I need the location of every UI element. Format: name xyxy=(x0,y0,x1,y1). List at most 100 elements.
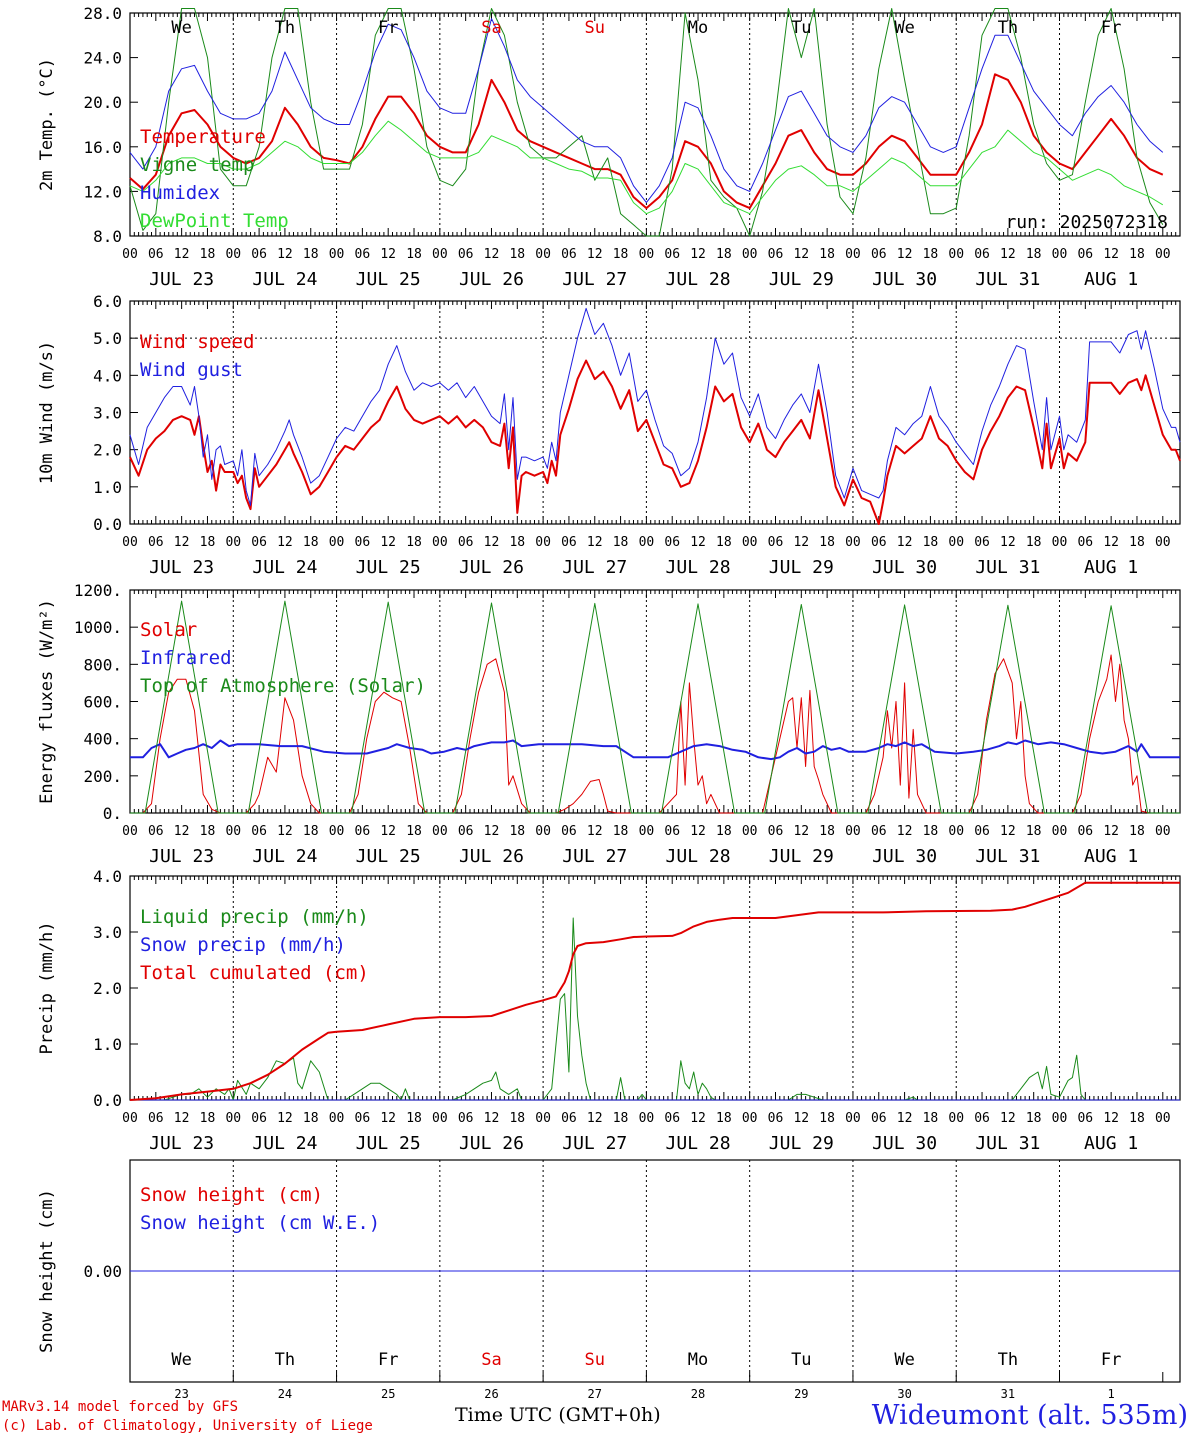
y-tick-label: 0.0 xyxy=(93,515,122,534)
date-label: JUL 26 xyxy=(459,269,524,290)
y-tick-label: 400. xyxy=(83,730,122,749)
day-number-label: 29 xyxy=(794,1387,808,1401)
y-tick-label: 1200. xyxy=(74,581,122,600)
series-line-infrared xyxy=(130,739,1180,761)
weekday-label: We xyxy=(894,18,914,38)
hour-tick-label: 00 xyxy=(1155,824,1171,839)
hour-tick-label: 00 xyxy=(535,824,551,839)
weekday-label: Th xyxy=(998,18,1018,38)
hour-tick-label: 06 xyxy=(458,1111,474,1126)
hour-tick-label: 06 xyxy=(871,535,887,550)
hour-tick-label: 12 xyxy=(1000,1111,1016,1126)
date-label: AUG 1 xyxy=(1084,269,1138,290)
hour-tick-label: 12 xyxy=(690,247,706,262)
hour-tick-label: 12 xyxy=(277,247,293,262)
legend-entry: Snow height (cm) xyxy=(140,1184,323,1206)
date-label: JUL 27 xyxy=(562,269,627,290)
hour-tick-label: 06 xyxy=(1077,824,1093,839)
y-tick-label: 0.0 xyxy=(93,1091,122,1110)
hour-tick-label: 00 xyxy=(639,535,655,550)
hour-tick-label: 00 xyxy=(1155,535,1171,550)
hour-tick-label: 00 xyxy=(742,824,758,839)
legend-entry: Snow height (cm W.E.) xyxy=(140,1212,380,1234)
weekday-label: Th xyxy=(275,18,295,38)
hour-tick-label: 18 xyxy=(406,1111,422,1126)
hour-tick-label: 00 xyxy=(948,535,964,550)
weekday-label: We xyxy=(171,18,191,38)
date-label: JUL 24 xyxy=(252,1133,317,1154)
hour-tick-label: 18 xyxy=(509,535,525,550)
weekday-label: Fr xyxy=(1101,1350,1121,1370)
hour-tick-label: 12 xyxy=(587,535,603,550)
hour-tick-label: 18 xyxy=(716,1111,732,1126)
hour-tick-label: 12 xyxy=(484,247,500,262)
hour-tick-label: 12 xyxy=(1103,824,1119,839)
time-axis-label: Time UTC (GMT+0h) xyxy=(455,1404,661,1426)
date-label: JUL 24 xyxy=(252,846,317,867)
hour-tick-label: 12 xyxy=(380,1111,396,1126)
hour-tick-label: 00 xyxy=(1052,535,1068,550)
legend-entry: Vigne temp xyxy=(140,154,254,176)
hour-tick-label: 06 xyxy=(251,247,267,262)
weekday-label: Tu xyxy=(791,18,811,38)
y-tick-label: 20.0 xyxy=(83,93,122,112)
y-tick-label: 4.0 xyxy=(93,366,122,385)
day-number-label: 31 xyxy=(1001,1387,1015,1401)
hour-tick-label: 12 xyxy=(1000,535,1016,550)
legend-entry: Liquid precip (mm/h) xyxy=(140,906,369,928)
hour-tick-label: 18 xyxy=(406,824,422,839)
legend-entry: Humidex xyxy=(140,182,220,204)
hour-tick-label: 00 xyxy=(432,824,448,839)
legend-entry: Infrared xyxy=(140,647,232,669)
hour-tick-label: 12 xyxy=(380,247,396,262)
weekday-label: Su xyxy=(585,1350,605,1370)
hour-tick-label: 18 xyxy=(1026,535,1042,550)
hour-tick-label: 06 xyxy=(768,1111,784,1126)
hour-tick-label: 06 xyxy=(355,824,371,839)
weekday-label: Th xyxy=(998,1350,1018,1370)
hour-tick-label: 18 xyxy=(303,535,319,550)
hour-tick-label: 18 xyxy=(200,247,216,262)
y-tick-label: 1.0 xyxy=(93,478,122,497)
hour-tick-label: 18 xyxy=(406,535,422,550)
credit-line: (c) Lab. of Climatology, University of L… xyxy=(2,1418,373,1434)
date-label: JUL 31 xyxy=(975,557,1040,578)
hour-tick-label: 00 xyxy=(225,824,241,839)
series-line-total-cumulated-cm xyxy=(129,881,1180,1101)
weekday-label: Th xyxy=(275,1350,295,1370)
hour-tick-label: 12 xyxy=(587,1111,603,1126)
series-line-wind-speed xyxy=(129,359,1181,525)
y-tick-label: 24.0 xyxy=(83,49,122,68)
hour-tick-label: 12 xyxy=(277,824,293,839)
hour-tick-label: 06 xyxy=(871,247,887,262)
hour-tick-label: 18 xyxy=(819,247,835,262)
run-label: run: 2025072318 xyxy=(1005,212,1168,233)
hour-tick-label: 18 xyxy=(923,1111,939,1126)
date-label: JUL 28 xyxy=(666,557,731,578)
weekday-label: Sa xyxy=(481,18,501,38)
hour-tick-label: 06 xyxy=(148,535,164,550)
hour-tick-label: 00 xyxy=(948,1111,964,1126)
hour-tick-label: 12 xyxy=(1103,1111,1119,1126)
hour-tick-label: 00 xyxy=(1052,824,1068,839)
weekday-label: We xyxy=(171,1350,191,1370)
hour-tick-label: 06 xyxy=(1077,247,1093,262)
hour-tick-label: 00 xyxy=(535,247,551,262)
hour-tick-label: 18 xyxy=(509,1111,525,1126)
date-label: AUG 1 xyxy=(1084,846,1138,867)
hour-tick-label: 06 xyxy=(148,247,164,262)
date-label: JUL 28 xyxy=(666,846,731,867)
hour-tick-label: 06 xyxy=(458,535,474,550)
hour-tick-label: 18 xyxy=(923,247,939,262)
date-label: JUL 26 xyxy=(459,846,524,867)
hour-tick-label: 06 xyxy=(355,1111,371,1126)
date-label: JUL 24 xyxy=(252,269,317,290)
day-number-label: 24 xyxy=(278,1387,292,1401)
y-tick-label: 2.0 xyxy=(93,441,122,460)
date-label: JUL 30 xyxy=(872,269,937,290)
station-label: Wideumont (alt. 535m) xyxy=(871,1400,1188,1431)
series-line-top-of-atmosphere-solar xyxy=(130,600,1180,814)
hour-tick-label: 12 xyxy=(897,535,913,550)
y-tick-label: 3.0 xyxy=(93,404,122,423)
